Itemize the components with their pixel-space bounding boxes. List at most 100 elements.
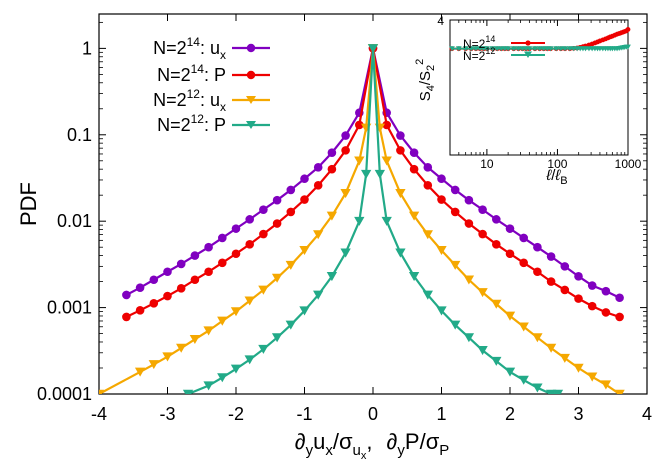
data-point [190,275,200,285]
x-label-sigma-2: σ [426,429,440,454]
data-point [552,389,564,394]
series-3 [182,44,564,394]
data-point [615,312,624,322]
data-point [450,320,461,330]
inset-x-tick-label: 1000 [615,157,642,171]
x-label-subsub-x: x [361,450,367,462]
data-point [533,242,542,252]
data-point [230,364,242,374]
data-point [505,224,515,233]
series-0 [122,44,624,303]
x-label-P: P [405,429,420,454]
data-point [122,312,131,322]
data-point [341,131,350,140]
data-point [204,267,213,277]
data-point [423,181,433,190]
main-axis-ticks: -4 -3 -2 -1 0 1 2 3 4 0.0001 0.001 0.01 0.1 1 [37,14,652,424]
y-tick-label: 1 [82,38,92,58]
data-point [149,275,159,285]
data-point [436,306,447,316]
data-point [396,131,405,140]
data-point [437,174,446,184]
y-tick-label: 0.0001 [37,384,92,404]
series-line-3 [187,48,558,394]
inset-x-axis-label: ℓ/ℓB [545,167,567,187]
data-point [354,216,365,226]
data-point [244,355,255,365]
inset-x-tick-label: 100 [547,157,567,171]
data-point [560,285,570,295]
data-point [491,356,502,366]
inset-legend: N=214 N=212 [463,34,545,63]
data-point [381,156,392,166]
inset-data-point [449,46,455,52]
data-point [601,308,611,317]
data-point [478,229,487,239]
data-point [245,240,254,249]
data-point [408,211,420,221]
data-point [258,285,269,295]
data-point [574,294,583,303]
data-point [203,381,214,391]
data-point [422,230,433,240]
x-label-slash-2: / [420,429,427,454]
inset-data-point [505,46,512,52]
inset-plot: 10 100 1000 4 S4/S22 ℓ/ℓB N=214 N=212 [414,14,642,187]
inset-data-point [558,46,564,52]
data-point [546,277,556,286]
data-point [492,215,501,224]
legend-entry-n14-p: N=214: P [157,62,270,85]
data-point [299,246,310,256]
inset-data-point [489,46,496,52]
data-point [285,260,296,270]
inset-data-point [468,46,475,52]
inset-series-group [449,27,631,52]
data-point [340,189,351,199]
inset-data-point [547,46,554,52]
data-point [176,259,186,269]
inset-legend-entry-n12: N=212 [463,46,545,63]
data-point [587,281,597,290]
data-point [190,251,200,260]
inset-data-point [553,46,560,52]
legend-entry-n14-ux: N=214: ux [153,35,270,62]
data-point [573,363,584,373]
data-point [464,219,474,228]
data-point [217,373,228,383]
inset-axis-ticks: 10 100 1000 4 [437,14,641,171]
data-point [162,352,173,362]
data-point [382,120,392,130]
data-point [135,306,145,315]
data-point [122,290,131,300]
data-point [313,181,323,190]
inset-data-point [473,46,479,52]
inset-data-point [494,46,501,52]
legend-marker-n12-ux [246,96,256,104]
data-point [396,146,405,155]
data-point [519,258,528,268]
legend-entry-n12-p: N=212: P [157,112,270,135]
x-tick-label: 1 [436,404,446,424]
data-point [450,260,461,270]
data-point [231,249,241,259]
x-label-sub-P: P [439,442,449,459]
data-point [217,316,228,326]
inset-x-tick-label: 10 [480,157,494,171]
x-label-sub-y-2: y [397,442,405,459]
x-label-sub-u: u [353,442,361,459]
legend-label-n14-p: N=214: P [157,62,226,85]
data-point [437,195,446,204]
inset-data-point [455,46,462,52]
data-point [313,230,324,240]
data-point [505,249,515,259]
data-point [518,375,529,385]
x-tick-label: -3 [159,404,175,424]
main-x-axis-label: ∂yux/σux, ∂yP/σP [295,429,450,462]
legend-label-n14-ux: N=214: ux [153,35,226,62]
data-point [601,286,611,296]
x-label-comma: , [366,429,372,454]
data-point [408,272,420,282]
x-label-sub-x: x [325,442,333,459]
inset-data-point [526,46,533,52]
